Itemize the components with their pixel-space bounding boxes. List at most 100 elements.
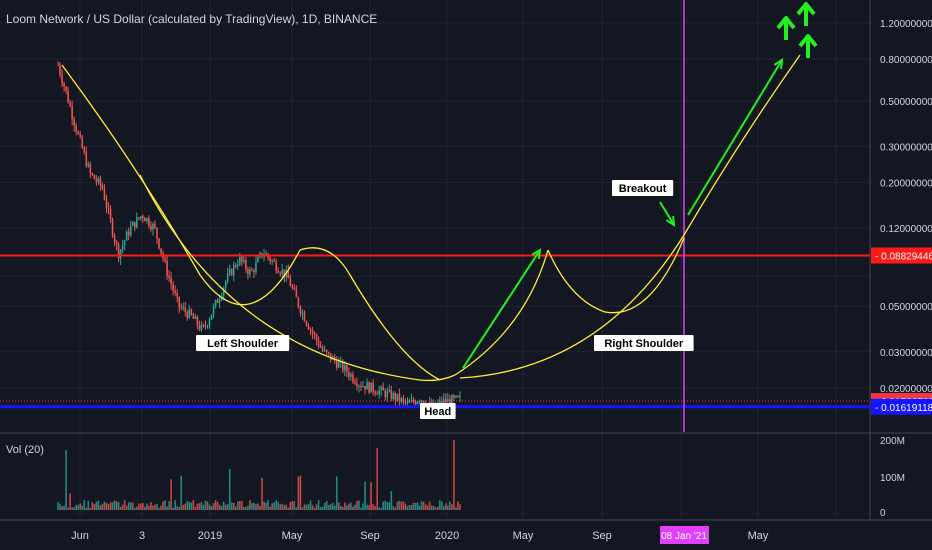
breakout-pointer-arrow [659, 201, 676, 227]
label-box [594, 335, 694, 351]
volume-bar [283, 504, 286, 510]
candle-body [311, 330, 314, 334]
volume-bar [380, 507, 383, 510]
label-box [612, 180, 674, 196]
volume-bar [164, 500, 166, 510]
candle-body [443, 398, 445, 405]
volume-bar [75, 504, 77, 510]
volume-bar [140, 503, 142, 510]
volume-bar [150, 502, 152, 510]
candle-body [101, 185, 104, 189]
volume-bar [340, 505, 342, 510]
candle-body [297, 297, 300, 307]
volume-bar [154, 504, 156, 510]
volume-bar [342, 507, 344, 510]
candle-body [402, 398, 405, 401]
candle-body [457, 395, 459, 397]
candle-body [105, 199, 108, 208]
volume-bar [400, 501, 403, 510]
volume-bar [160, 505, 162, 510]
candle-body [392, 393, 395, 400]
candle-body [71, 106, 73, 120]
volume-bar [93, 503, 96, 510]
price-tick-label: 1.20000000 [880, 19, 932, 30]
candle-body [172, 284, 174, 291]
price-tick-label: 0.80000000 [880, 55, 932, 66]
candle-body [133, 221, 136, 228]
volume-bar [358, 500, 360, 510]
candle-body [255, 261, 257, 273]
candle-body [109, 208, 112, 220]
volume-bar [200, 502, 203, 510]
candle-body [382, 386, 385, 391]
candle-body [301, 312, 304, 314]
volume-bar [99, 505, 102, 510]
candle-body [441, 400, 443, 405]
volume-bar [317, 500, 320, 510]
volume-bar [313, 507, 316, 510]
volume-bar [113, 500, 116, 510]
volume-bar [218, 504, 221, 510]
volume-bar [261, 478, 263, 510]
volume-bar [364, 481, 366, 510]
up-arrow-head [776, 16, 796, 30]
head-label: Head [420, 403, 456, 419]
time-tick-label: 3 [139, 530, 145, 542]
price-tick-label: 0.20000000 [880, 179, 932, 190]
candle-body [374, 391, 376, 394]
candle-body [406, 402, 409, 404]
candle-body [370, 382, 372, 393]
volume-bar [455, 507, 457, 510]
volume-bar [348, 503, 350, 510]
left-shoulder-label: Left Shoulder [196, 335, 290, 351]
volume-bar [323, 502, 326, 510]
volume-bar [307, 504, 310, 510]
candle-body [287, 270, 290, 279]
volume-bar [232, 502, 235, 510]
candle-body [269, 257, 271, 262]
candle-body [251, 269, 253, 271]
candle-body [218, 299, 221, 303]
arrow-shaft [687, 59, 783, 216]
candle-body [412, 399, 415, 402]
candle-body [168, 275, 170, 278]
highlighted-date-tag: 08 Jan '21 [660, 526, 709, 544]
volume-bar [101, 503, 104, 510]
candle-body [390, 389, 393, 400]
candle-body [281, 269, 284, 274]
volume-bar [131, 502, 134, 510]
grid [0, 0, 870, 518]
left-shoulder-curve [61, 64, 301, 306]
volume-bar [352, 506, 354, 510]
volume-tick-label: 200M [880, 436, 905, 447]
candle-body [420, 400, 423, 402]
candle-body [396, 393, 399, 400]
volume-bar [121, 504, 124, 510]
candle-body [356, 383, 358, 387]
price-tick-label: 0.12000000 [880, 224, 932, 235]
time-tick-label: May [513, 530, 534, 542]
volume-bar [382, 501, 385, 510]
candle-body [342, 361, 344, 371]
arrow-head [531, 248, 542, 260]
up-arrow-icon [796, 2, 816, 26]
candle-body [184, 307, 187, 313]
candle-body [358, 385, 360, 387]
candle-body [85, 152, 88, 167]
cup-curve [459, 54, 801, 379]
candle-body [160, 248, 162, 254]
volume-bar [424, 504, 427, 510]
volume-bar [251, 503, 253, 510]
candle-body [182, 307, 185, 309]
volume-bar [206, 501, 209, 510]
volume-bar [329, 504, 332, 510]
candle-body [63, 83, 65, 87]
candle-body [188, 309, 191, 318]
volume-bar [426, 505, 429, 510]
volume-bar [255, 504, 257, 510]
volume-bar [402, 501, 405, 510]
volume-bar [105, 502, 108, 510]
candle-body [131, 221, 134, 227]
